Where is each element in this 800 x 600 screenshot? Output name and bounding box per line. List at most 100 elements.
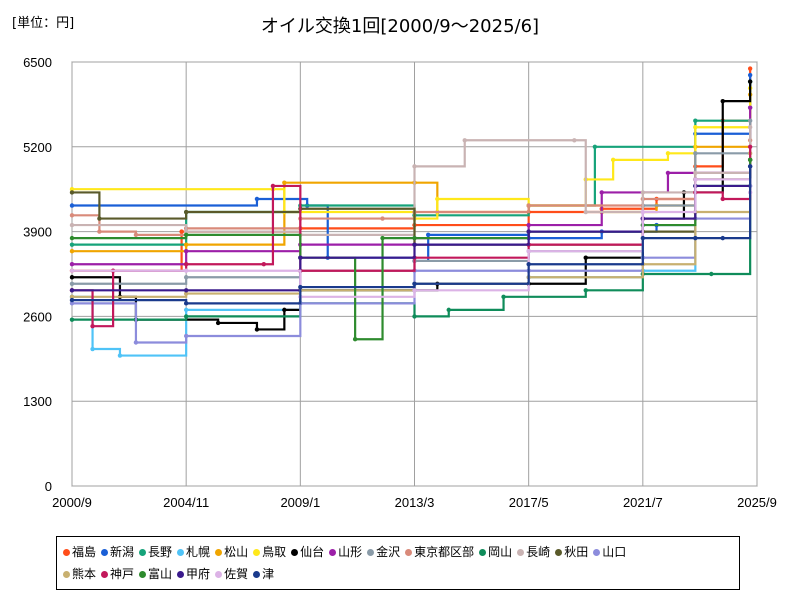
legend-item: 長崎 [517,543,550,560]
data-point [412,164,417,169]
data-point [583,255,588,260]
legend-swatch-icon [291,549,299,556]
legend-row: 福島 新潟 長野 札幌 松山 鳥取 仙台 山形 金沢 東京都区部 岡山 長崎 秋田 山口 [63,543,631,560]
data-point [69,203,75,208]
data-point [270,183,276,189]
data-point [693,177,698,182]
data-point [412,242,417,247]
x-tick-label: 2017/5 [509,495,549,510]
x-tick-label: 2000/9 [52,495,92,510]
legend-swatch-icon [63,549,70,556]
data-point [298,284,303,290]
data-point [183,232,189,238]
unit-label: [単位：円] [12,16,75,31]
data-point [426,232,431,238]
data-point [526,262,531,267]
legend-swatch-icon [405,549,413,556]
data-point [69,242,75,247]
legend-label: 岡山 [488,545,513,559]
legend-swatch-icon [329,549,337,556]
data-point [747,79,753,84]
x-tick-label: 2004/11 [163,495,209,510]
data-point [583,209,588,215]
legend-label: 山形 [338,545,363,559]
legend-item: 佐賀 [215,565,248,582]
data-point [183,301,189,306]
data-point [526,229,531,234]
data-point [693,235,698,241]
legend-label: 福島 [72,545,97,559]
line-chart: 0 1300 2600 3900 5200 6500 2000/9 2004/11 2009/1… [23,55,777,510]
data-point [412,235,417,241]
data-point [747,105,753,110]
legend-swatch-icon [101,549,109,556]
data-point [69,281,75,286]
legend-item: 金沢 [367,543,400,560]
data-point [183,242,189,247]
data-point [693,125,698,130]
legend-swatch-icon [517,549,525,556]
legend-item: 新潟 [101,543,134,560]
y-tick-label: 2600 [23,309,52,324]
data-point [215,320,221,326]
data-point [183,268,189,273]
data-point [747,72,753,78]
legend-label: 東京都区部 [414,545,475,559]
legend-label: 甲府 [186,567,211,581]
chart-legend: 福島 新潟 長野 札幌 松山 鳥取 仙台 山形 金沢 東京都区部 岡山 長崎 秋田 山口 熊本 神戸 富山 甲府… [56,536,740,590]
data-point [526,222,531,228]
legend-label: 秋田 [564,545,589,559]
data-point [183,209,189,215]
x-tick-label: 2009/1 [280,495,320,510]
data-point [69,294,75,300]
data-point [133,340,139,345]
legend-label: 金沢 [376,545,401,559]
legend-item: 山形 [329,543,362,560]
data-point [69,297,75,303]
data-point [133,232,139,238]
data-point [69,248,75,254]
data-point [69,268,75,273]
legend-label: 新潟 [110,545,135,559]
data-point [183,333,189,339]
legend-item: 山口 [593,543,626,560]
legend-label: 札幌 [186,545,211,559]
legend-swatch-icon [253,549,261,556]
data-point [183,314,189,319]
y-tick-label: 5200 [23,140,52,155]
y-tick-label: 3900 [23,225,52,240]
data-point [665,151,671,156]
data-point [69,317,75,322]
data-point [69,187,75,192]
data-point [254,196,260,202]
data-point [117,353,123,358]
legend-swatch-icon [101,571,109,578]
data-point [572,138,577,143]
legend-swatch-icon [177,549,185,556]
legend-item: 東京都区部 [405,543,474,560]
data-point [501,294,506,300]
legend-swatch-icon [253,571,261,578]
legend-item: 津 [253,565,274,582]
data-point [69,275,75,280]
data-point [298,255,303,260]
data-point [747,164,753,169]
legend-swatch-icon [177,571,185,578]
x-tick-label: 2013/3 [395,495,435,510]
legend-item: 甲府 [177,565,210,582]
data-point [90,346,95,352]
legend-item: 福島 [63,543,96,560]
legend-swatch-icon [367,549,375,556]
data-point [610,157,616,163]
data-point [462,138,467,143]
data-point [261,262,266,267]
data-point [747,157,753,163]
x-tick-label: 2025/9 [737,495,777,510]
legend-item: 長野 [139,543,172,560]
legend-label: 松山 [224,545,249,559]
data-point [183,262,189,267]
data-point [720,196,725,202]
legend-item: 富山 [139,565,172,582]
legend-item: 札幌 [177,543,210,560]
legend-label: 鳥取 [262,545,287,559]
